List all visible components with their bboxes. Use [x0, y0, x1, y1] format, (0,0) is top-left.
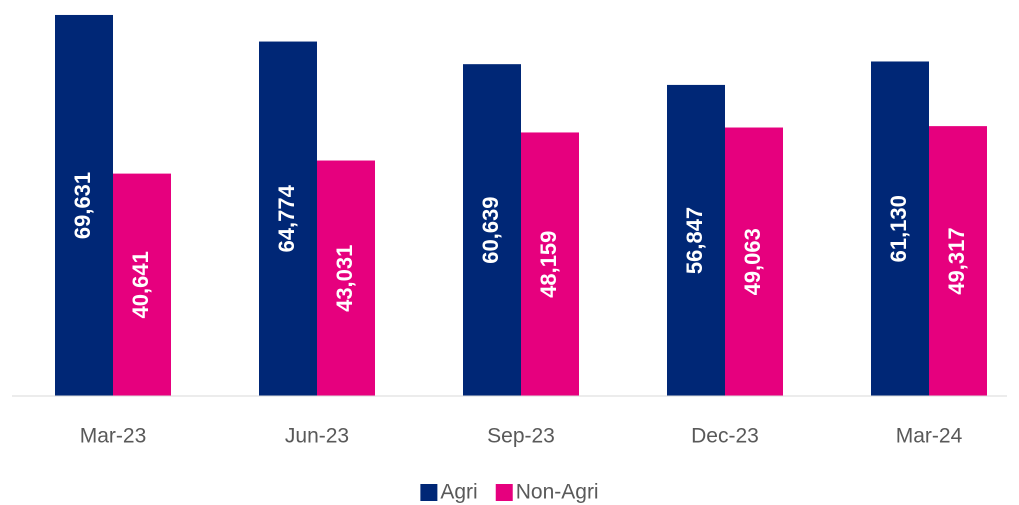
data-label: 60,639 [478, 196, 503, 263]
x-tick-label: Mar-23 [80, 425, 147, 448]
x-tick-label: Dec-23 [691, 425, 759, 448]
legend-swatch [495, 484, 513, 501]
bar [55, 14, 113, 397]
data-label: 56,847 [682, 207, 707, 274]
legend-swatch [420, 484, 438, 501]
bar [725, 127, 783, 396]
legend-label: Non-Agri [516, 481, 599, 504]
bar [929, 126, 987, 397]
data-label: 69,631 [70, 172, 95, 239]
x-tick-label: Mar-24 [896, 425, 963, 448]
legend-label: Agri [440, 481, 477, 504]
data-label: 48,159 [536, 231, 561, 298]
bar [463, 64, 521, 396]
data-label: 49,317 [944, 227, 969, 294]
data-label: 43,031 [332, 245, 357, 312]
x-tick-label: Jun-23 [285, 425, 349, 448]
bar [871, 61, 929, 396]
bar [259, 41, 317, 397]
data-label: 64,774 [274, 184, 299, 252]
bar [113, 173, 171, 396]
data-label: 49,063 [740, 228, 765, 295]
data-label: 61,130 [886, 195, 911, 262]
bar [667, 84, 725, 396]
bar [317, 160, 375, 396]
x-tick-label: Sep-23 [487, 425, 555, 448]
data-label: 40,641 [128, 251, 153, 318]
bar [521, 132, 579, 396]
